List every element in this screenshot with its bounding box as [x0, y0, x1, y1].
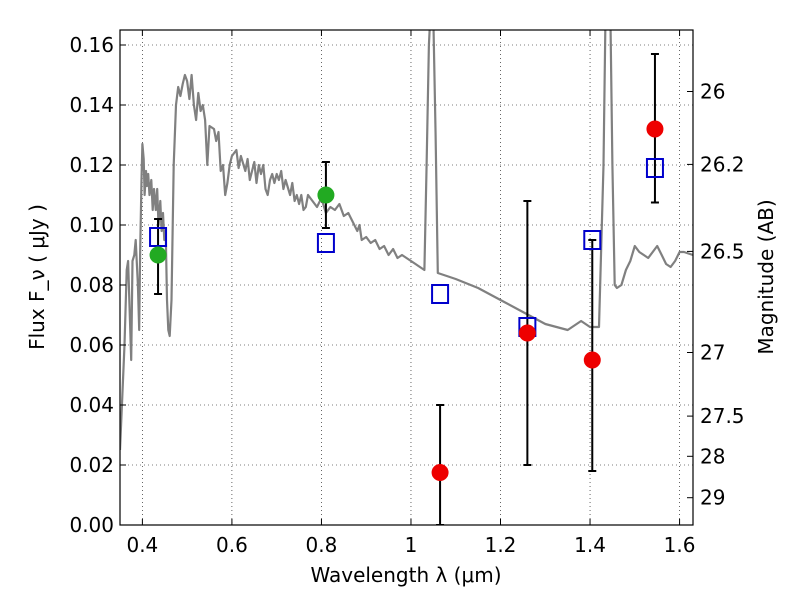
y-axis-label: Flux F_ν ( μJy )	[25, 204, 49, 350]
right-tick-label: 28	[700, 444, 725, 468]
red-data-point	[518, 324, 536, 342]
model-photometry-square	[645, 158, 664, 178]
plot-area	[120, 30, 693, 525]
model-photometry-square	[316, 233, 335, 253]
axis-ticks: 0.4 0.6 0.8 1 1.2 1.4 1.6 0.00 0.02 0.04 0.06 0.08 0…	[69, 30, 745, 557]
right-tick-label: 27	[700, 341, 725, 365]
x-tick-label: 0.4	[126, 533, 158, 557]
x-tick-label: 0.6	[216, 533, 248, 557]
y-tick-label: 0.16	[69, 33, 114, 57]
right-tick-label: 29	[700, 486, 725, 510]
x-tick-label: 1.2	[485, 533, 517, 557]
model-photometry-square	[583, 230, 602, 250]
plot-frame	[119, 29, 694, 526]
right-tick-label: 27.5	[700, 404, 745, 428]
right-tick-label: 26	[700, 80, 725, 104]
grid-lines	[120, 30, 693, 526]
right-axis-label: Magnitude (AB)	[754, 199, 778, 354]
y-tick-label: 0.12	[69, 153, 114, 177]
right-tick-label: 26.5	[700, 239, 745, 263]
y-tick-label: 0.10	[69, 213, 114, 237]
green-data-point	[149, 246, 167, 264]
y-tick-label: 0.14	[69, 93, 114, 117]
sed-model-line	[120, 30, 693, 451]
x-axis-label: Wavelength λ (μm)	[310, 563, 501, 587]
y-tick-label: 0.00	[69, 513, 114, 537]
y-tick-label: 0.06	[69, 333, 114, 357]
red-data-point	[583, 351, 601, 369]
x-tick-label: 1.4	[574, 533, 606, 557]
right-tick-label: 26.2	[700, 152, 745, 176]
y-tick-label: 0.08	[69, 273, 114, 297]
x-tick-label: 1.6	[664, 533, 696, 557]
y-tick-label: 0.02	[69, 453, 114, 477]
model-photometry-square	[431, 284, 450, 304]
x-tick-label: 0.8	[306, 533, 338, 557]
model-photometry-square	[149, 227, 168, 247]
y-tick-label: 0.04	[69, 393, 114, 417]
red-data-point	[646, 120, 664, 138]
green-data-point	[317, 186, 335, 204]
red-data-point	[431, 464, 449, 481]
x-tick-label: 1	[405, 533, 418, 557]
